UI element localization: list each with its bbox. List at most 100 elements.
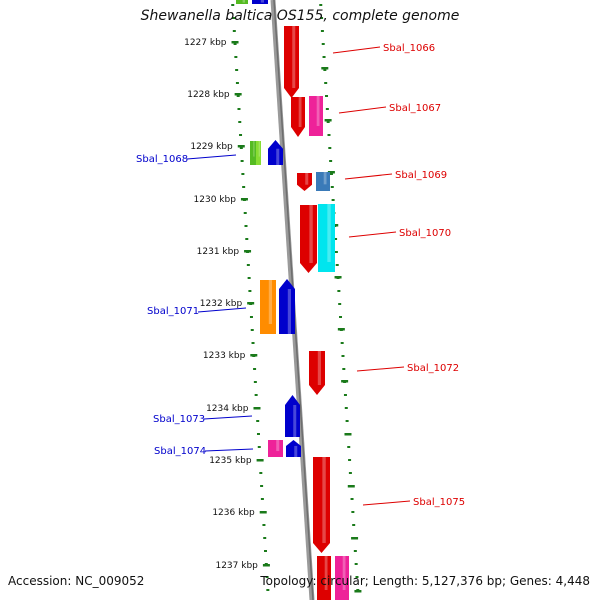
major-tick-left — [253, 407, 261, 410]
gene-next-right-2-shine — [342, 556, 346, 590]
ruler-right-dot — [328, 147, 332, 149]
gene-prev-left-1 — [236, 0, 248, 4]
gene-sbal-1069-arrow — [297, 173, 312, 191]
map-title: Shewanella baltica OS155, complete genom… — [140, 8, 460, 24]
ruler-left-dot — [256, 420, 260, 422]
gene-sbal-1068-gap — [262, 141, 268, 165]
major-tick-left — [256, 459, 264, 462]
ruler-left-dot — [248, 290, 252, 292]
gene-sbal-1070-domain-shine — [327, 204, 331, 262]
gene-sbal-1067-leader — [338, 106, 387, 114]
ruler-left-dot — [235, 82, 239, 84]
major-tick-left — [237, 145, 245, 148]
ruler-left-dot — [253, 381, 257, 383]
ruler-right-dot — [343, 394, 347, 396]
ruler-right-dot — [330, 186, 334, 188]
gene-sbal-1071-arrow-body — [279, 279, 295, 334]
major-tick-right — [334, 276, 342, 279]
accession-text: Accession: NC_009052 — [8, 574, 145, 588]
ruler-right-dot — [342, 368, 346, 370]
ruler-left-dot — [251, 342, 255, 344]
gene-prev-left-1-shine — [242, 0, 245, 3]
gene-sbal-1074-arrow — [286, 440, 301, 457]
gene-sbal-1066-arrow-shine — [292, 26, 296, 88]
ruler-right-dot — [320, 17, 324, 19]
ruler-left-dot — [237, 108, 241, 110]
ruler-right-dot — [335, 264, 339, 266]
gene-sbal-1074-arrow-body — [286, 440, 301, 457]
ruler-left-dot — [247, 277, 251, 279]
gene-sbal-1075-leader — [362, 500, 411, 506]
gene-next-right-1-body — [317, 556, 331, 600]
kbp-tick-label: 1233 kbp — [203, 351, 246, 361]
ruler-right-dot — [337, 290, 341, 292]
ruler-right-dot — [325, 95, 329, 97]
gene-sbal-1066-arrow — [284, 26, 299, 98]
gene-sbal-1070-domain-body — [318, 204, 335, 272]
gene-sbal-1074-leader — [204, 448, 254, 452]
ruler-left-dot — [240, 160, 244, 162]
gene-sbal-1068-domain-b — [256, 141, 261, 165]
gene-sbal-1071-arrow-shine — [287, 289, 291, 334]
gene-sbal-1074-domain — [268, 440, 283, 457]
gene-sbal-1068-domain-a-body — [250, 141, 256, 165]
gene-next-right-1-shine — [324, 556, 328, 590]
major-tick-left — [250, 354, 258, 357]
ruler-left-dot — [242, 186, 246, 188]
gene-sbal-1074-arrow-shine — [294, 445, 298, 457]
ruler-right-dot — [340, 342, 344, 344]
gene-sbal-1068-domain-b-shine — [258, 141, 260, 157]
gene-sbal-1075-label: Sbal_1075 — [413, 497, 465, 508]
major-tick-right — [344, 433, 352, 436]
kbp-tick-label: 1230 kbp — [194, 195, 237, 205]
gene-sbal-1070-leader — [348, 231, 397, 238]
ruler-left-dot — [236, 95, 240, 97]
ruler-right-dot — [323, 69, 327, 71]
gene-prev-left-2 — [252, 0, 268, 4]
ruler-right-dot — [322, 56, 326, 58]
ruler-left-dot — [264, 550, 267, 552]
gene-sbal-1072-label: Sbal_1072 — [407, 363, 459, 374]
ruler-left-dot — [235, 69, 239, 71]
ruler-right-dot — [350, 498, 354, 500]
ruler-left-dot — [244, 225, 248, 227]
major-tick-left — [247, 302, 255, 305]
ruler-right-dot — [352, 524, 356, 526]
gene-sbal-1075-arrow — [313, 457, 330, 553]
ruler-left-dot — [262, 524, 266, 526]
gene-sbal-1069-arrow-body — [297, 173, 312, 191]
ruler-right-dot — [334, 238, 338, 240]
ruler-left-dot — [239, 134, 243, 136]
gene-sbal-1069-domain — [316, 172, 330, 191]
ruler-left-dot — [238, 121, 242, 123]
ruler-left-dot — [257, 446, 261, 448]
gene-sbal-1069-domain-body — [316, 172, 330, 191]
ruler-right-dot — [324, 82, 328, 84]
ruler-left-dot — [260, 498, 264, 500]
gene-sbal-1073-arrow-shine — [293, 405, 297, 437]
gene-sbal-1068-domain-b-body — [256, 141, 261, 165]
topology-text: Topology: circular; Length: 5,127,376 bp… — [260, 574, 590, 588]
gene-sbal-1068-leader — [186, 154, 237, 160]
ruler-right-dot — [348, 459, 352, 461]
gene-sbal-1073-arrow — [285, 395, 300, 437]
ruler-right-dot — [320, 30, 324, 32]
gene-sbal-1070-arrow-shine — [309, 205, 313, 263]
ruler-left-dot — [231, 4, 235, 6]
gene-sbal-1072-arrow — [309, 351, 325, 395]
gene-sbal-1072-arrow-body — [309, 351, 325, 395]
ruler-right-dot — [344, 407, 348, 409]
ruler-left-dot — [250, 329, 254, 331]
ruler-right-dot — [341, 355, 345, 357]
major-tick-right — [324, 119, 332, 122]
gene-sbal-1068-gap-body — [262, 141, 268, 165]
kbp-tick-label: 1227 kbp — [184, 38, 227, 48]
major-tick-right — [341, 380, 349, 383]
gene-sbal-1071-domain-shine — [268, 280, 272, 324]
gene-sbal-1073-leader — [203, 415, 253, 420]
ruler-left-dot — [232, 30, 236, 32]
gene-sbal-1069-arrow-shine — [305, 173, 309, 185]
gene-sbal-1068-arrow-shine — [276, 148, 280, 165]
ruler-left-dot — [241, 173, 245, 175]
